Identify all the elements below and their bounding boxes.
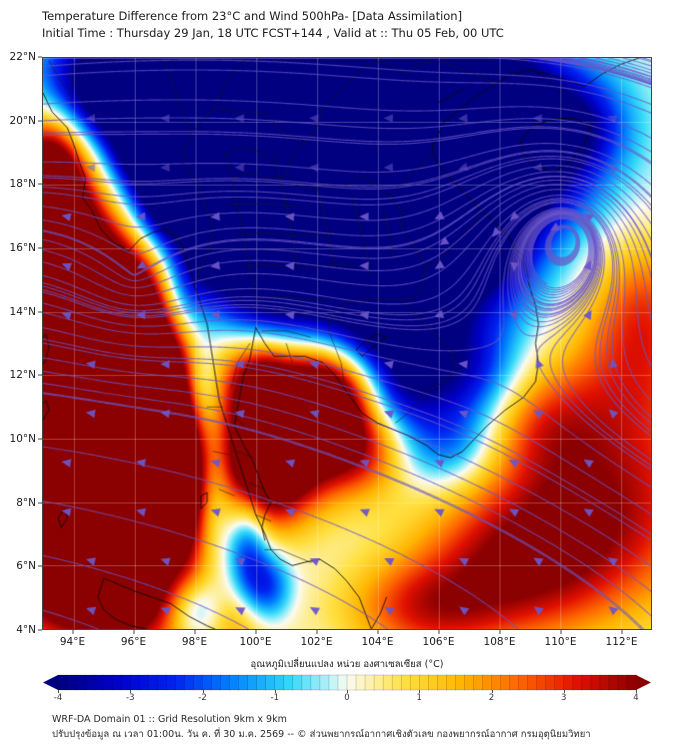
y-axis-tick-label: 22°N [9, 51, 36, 63]
colorbar-tick-mark [636, 690, 637, 693]
colorbar-tick-mark [202, 690, 204, 693]
y-axis-tick-label: 10°N [9, 433, 36, 445]
x-axis-tick-mark [377, 630, 378, 634]
y-axis-tick-mark [38, 120, 42, 122]
y-axis-tick-label: 4°N [16, 624, 36, 636]
x-axis-tick-mark [194, 630, 195, 634]
colorbar-tick-label: -4 [53, 693, 63, 703]
page-title: Temperature Difference from 23°C and Win… [42, 9, 463, 23]
y-axis-tick-label: 18°N [9, 178, 36, 191]
colorbar-tick-label: -2 [198, 693, 207, 703]
x-axis-tick-label: 98°E [181, 636, 208, 648]
y-axis-tick-mark [38, 56, 42, 58]
colorbar-tick-mark [130, 690, 132, 693]
x-axis-tick-mark [560, 630, 561, 634]
x-axis-tick-label: 108°E [483, 636, 516, 648]
x-axis-tick-label: 100°E [239, 636, 272, 648]
y-axis-tick-label: 20°N [9, 114, 36, 127]
colorbar-tick-label: -3 [126, 693, 135, 703]
colorbar-tick-label: 1 [416, 693, 422, 703]
plot-area[interactable] [42, 57, 652, 630]
footer-credit: ปรับปรุงข้อมูล ณ เวลา 01:00น. วัน ค. ที่… [52, 729, 591, 740]
colorbar-tick-mark [419, 690, 421, 693]
x-axis-tick-label: 94°E [59, 636, 86, 648]
temperature-anomaly-heatmap [43, 58, 651, 629]
y-axis-tick-mark [38, 311, 42, 313]
y-axis-tick-mark [38, 565, 42, 567]
x-axis-tick-label: 102°E [300, 636, 333, 648]
colorbar-tick-label: 0 [344, 693, 350, 703]
chart-subtitle: Initial Time : Thursday 29 Jan, 18 UTC F… [42, 26, 504, 40]
chart-title-block: Temperature Difference from 23°C and Win… [42, 8, 662, 42]
x-axis-tick-mark [316, 630, 317, 634]
y-axis-tick-mark [38, 374, 42, 376]
y-axis-tick-mark [38, 247, 42, 249]
colorbar-tick-label: 3 [561, 693, 567, 703]
footer-domain-info: WRF-DA Domain 01 :: Grid Resolution 9km … [52, 714, 287, 725]
colorbar-tick-mark [58, 690, 59, 693]
weather-map-figure: 4°N 6°N 8°N 10°N 12°N 14°N 16°N 18°N 20°N 22°N 94… [10, 51, 652, 648]
y-axis-tick-label: 8°N [16, 496, 36, 509]
x-axis-tick-mark [438, 630, 439, 634]
y-axis-tick-mark [38, 629, 42, 631]
colorbar-ticks: -4 -3 -2 -1 0 1 2 3 4 [42, 690, 652, 705]
y-axis-tick-label: 6°N [16, 560, 36, 573]
x-axis-tick-label: 110°E [544, 636, 577, 648]
x-axis-tick-mark [621, 630, 622, 634]
y-axis-tick-label: 16°N [9, 242, 36, 254]
y-axis-tick-mark [38, 502, 42, 504]
colorbar-swatch [42, 674, 652, 691]
colorbar-tick-label: -1 [270, 693, 279, 703]
x-axis-tick-label: 106°E [422, 636, 455, 648]
y-axis-tick-mark [38, 183, 42, 185]
x-axis-tick-label: 96°E [120, 636, 147, 648]
y-axis-tick-label: 12°N [9, 369, 36, 382]
x-axis-tick-mark [255, 630, 256, 634]
colorbar-tick-mark [347, 690, 348, 693]
x-axis-tick-mark [72, 630, 73, 634]
y-axis-tick-label: 14°N [9, 305, 36, 318]
colorbar-tick-label: 4 [633, 693, 639, 703]
colorbar-caption: อุณหภูมิเปลี่ยนแปลง หน่วย องศาเซลเซียส (… [250, 659, 444, 670]
colorbar-gradient [43, 674, 651, 691]
colorbar-tick-label: 2 [488, 693, 495, 703]
x-axis-tick-mark [133, 630, 134, 634]
x-axis-tick-label: 104°E [361, 636, 394, 648]
colorbar-tick-mark [274, 690, 276, 693]
colorbar-tick-mark [491, 690, 493, 693]
x-axis-tick-mark [499, 630, 500, 634]
colorbar-tick-mark [563, 690, 565, 693]
x-axis-tick-label: 112°E [605, 636, 638, 648]
colorbar-block: อุณหภูมิเปลี่ยนแปลง หน่วย องศาเซลเซียส (… [42, 658, 652, 705]
footer-block: WRF-DA Domain 01 :: Grid Resolution 9km … [52, 712, 672, 742]
y-axis-tick-mark [38, 438, 42, 440]
